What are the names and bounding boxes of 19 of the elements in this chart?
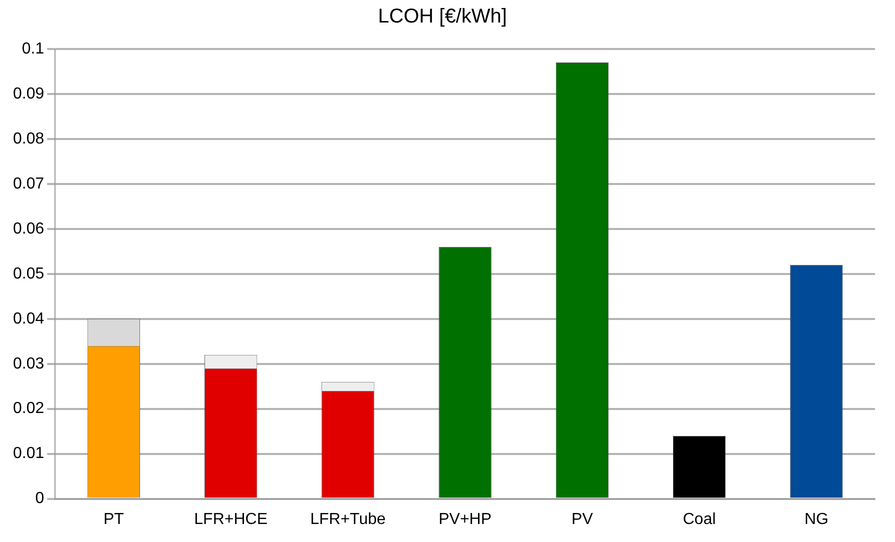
x-tick-label: LFR+HCE xyxy=(194,510,268,528)
x-tick-label: PV xyxy=(572,510,594,528)
y-tick-label: 0.07 xyxy=(13,175,44,192)
x-tick-label: PV+HP xyxy=(438,510,492,528)
y-tick-label: 0.06 xyxy=(13,220,44,238)
y-tick-label: 0.02 xyxy=(13,400,44,418)
y-tick-label: 0.01 xyxy=(13,445,44,462)
y-tick-label: 0.04 xyxy=(13,310,44,328)
y-tick-label: 0 xyxy=(35,490,44,508)
x-tick-label: PT xyxy=(103,510,124,528)
chart-title: LCOH [€/kWh] xyxy=(378,6,507,28)
x-tick-label: NG xyxy=(804,510,828,528)
y-tick-label: 0.05 xyxy=(13,265,44,282)
y-tick-label: 0.09 xyxy=(13,85,44,102)
y-tick-label: 0.1 xyxy=(22,40,44,58)
y-tick-label: 0.08 xyxy=(13,130,44,148)
x-tick-label: Coal xyxy=(682,510,716,528)
y-tick-label: 0.03 xyxy=(13,355,44,372)
x-tick-label: LFR+Tube xyxy=(310,510,386,528)
